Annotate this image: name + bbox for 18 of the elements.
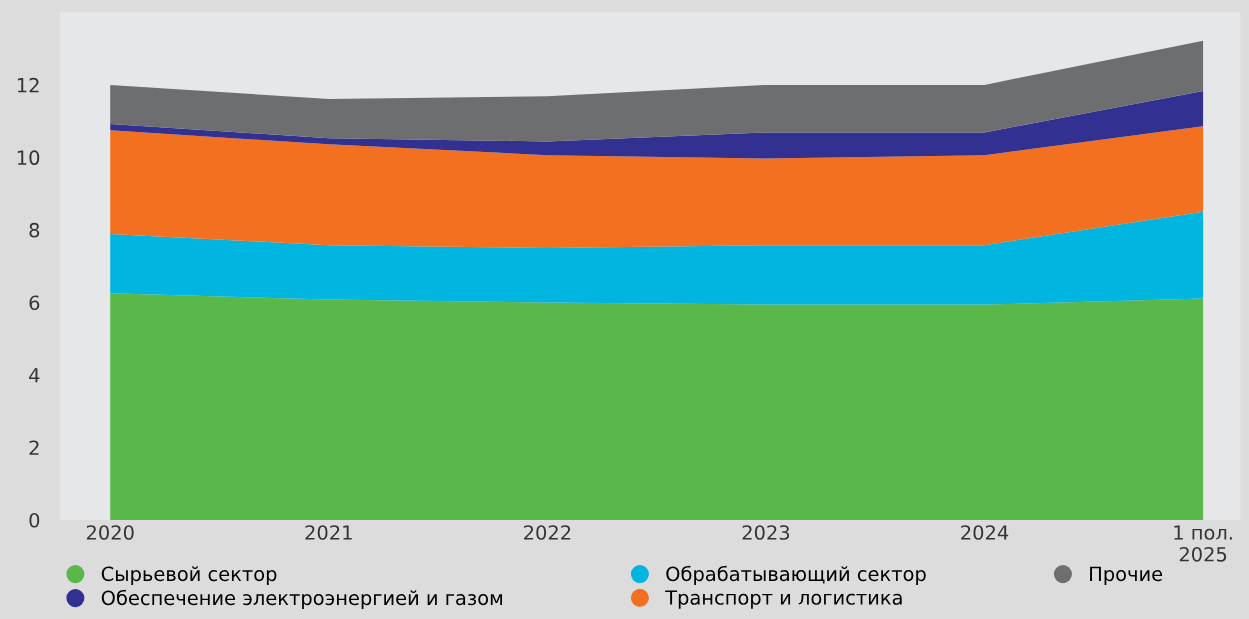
x-tick-label: 2022 <box>524 525 571 540</box>
y-tick-label: 0 <box>29 512 40 528</box>
legend-label: Транспорт и логистика <box>665 590 902 609</box>
legend-label: Обрабатывающий сектор <box>666 565 926 585</box>
x-tick-label: 2021 <box>305 525 352 540</box>
y-tick-label: 12 <box>17 77 39 93</box>
y-tick-label: 10 <box>17 150 40 166</box>
x-tick-label: 2023 <box>742 525 790 540</box>
legend-label: Сырьевой сектор <box>101 566 277 585</box>
y-tick-label: 8 <box>29 222 40 238</box>
y-tick-label: 2 <box>29 440 39 455</box>
y-tick-label: 4 <box>29 368 40 383</box>
x-tick-label: 1 пол. 2025 <box>1174 525 1232 562</box>
legend-label: Обеспечение электроэнергией и газом <box>101 589 502 609</box>
legend-label: Прочие <box>1090 566 1163 585</box>
x-tick-label: 2020 <box>86 525 134 540</box>
x-tick-label: 2024 <box>961 525 1009 540</box>
y-tick-label: 6 <box>29 295 40 311</box>
